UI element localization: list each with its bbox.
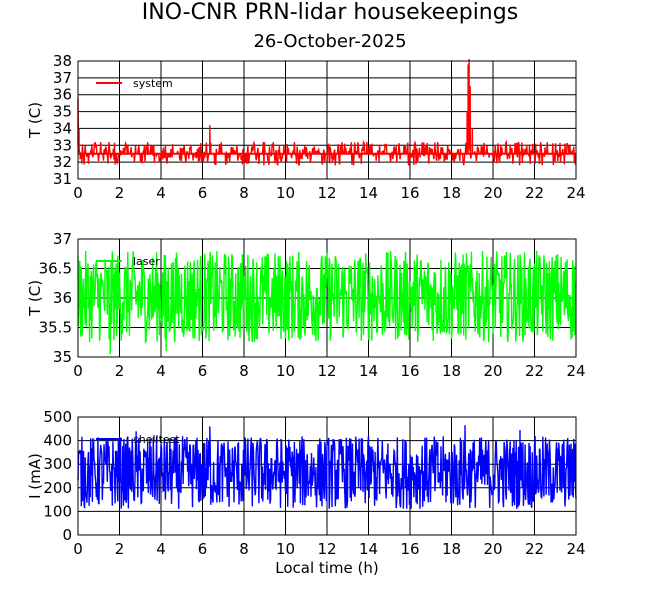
- y-tick-label: 38: [53, 52, 72, 70]
- x-tick-label: 0: [73, 184, 83, 202]
- x-tick-label: 20: [483, 184, 502, 202]
- x-tick-label: 12: [317, 184, 336, 202]
- legend-label-system: system: [133, 77, 173, 90]
- x-tick-label: 18: [442, 362, 461, 380]
- y-tick-label: 500: [43, 408, 72, 426]
- x-tick-label: 24: [566, 540, 585, 558]
- y-tick-label: 36: [53, 86, 72, 104]
- y-tick-label: 0: [62, 526, 72, 544]
- x-tick-label: 14: [359, 184, 378, 202]
- x-tick-label: 16: [400, 362, 419, 380]
- y-tick-label: 35: [53, 348, 72, 366]
- y-tick-label: 36: [53, 289, 72, 307]
- legend-label-shelltest: shelltest: [133, 433, 180, 446]
- legend-label-laser: laser: [133, 255, 160, 268]
- x-tick-label: 18: [442, 540, 461, 558]
- x-tick-label: 8: [239, 540, 249, 558]
- x-tick-label: 24: [566, 184, 585, 202]
- y-axis-label: T (C): [26, 102, 44, 139]
- x-tick-label: 22: [525, 362, 544, 380]
- x-tick-label: 24: [566, 362, 585, 380]
- x-tick-label: 0: [73, 540, 83, 558]
- y-axis-label: I (mA): [26, 453, 44, 499]
- x-tick-label: 12: [317, 362, 336, 380]
- y-tick-label: 36.5: [39, 260, 72, 278]
- x-tick-label: 6: [198, 362, 208, 380]
- y-axis-label: T (C): [26, 280, 44, 317]
- x-tick-label: 18: [442, 184, 461, 202]
- chart-subtitle: 26-October-2025: [253, 31, 407, 52]
- plot-frame: [77, 238, 577, 358]
- x-tick-label: 2: [115, 540, 125, 558]
- y-tick-label: 300: [43, 455, 72, 473]
- y-tick-label: 33: [53, 136, 72, 154]
- x-tick-label: 20: [483, 540, 502, 558]
- x-tick-label: 14: [359, 362, 378, 380]
- y-tick-label: 37: [53, 69, 72, 87]
- x-tick-label: 2: [115, 362, 125, 380]
- y-tick-label: 35.5: [39, 319, 72, 337]
- plot-frame: [77, 60, 577, 180]
- x-tick-label: 4: [156, 540, 166, 558]
- x-tick-label: 4: [156, 362, 166, 380]
- x-tick-label: 10: [276, 540, 295, 558]
- y-tick-label: 35: [53, 103, 72, 121]
- series-shelltest-line: [77, 425, 577, 509]
- plot-frame: [77, 416, 577, 536]
- x-tick-label: 2: [115, 184, 125, 202]
- x-tick-label: 14: [359, 540, 378, 558]
- x-tick-label: 8: [239, 362, 249, 380]
- y-tick-label: 400: [43, 432, 72, 450]
- x-tick-label: 20: [483, 362, 502, 380]
- x-tick-label: 22: [525, 184, 544, 202]
- y-tick-label: 31: [53, 170, 72, 188]
- x-tick-label: 10: [276, 184, 295, 202]
- y-tick-label: 100: [43, 502, 72, 520]
- x-tick-label: 8: [239, 184, 249, 202]
- y-tick-label: 200: [43, 479, 72, 497]
- y-tick-label: 37: [53, 230, 72, 248]
- x-tick-label: 16: [400, 184, 419, 202]
- x-tick-label: 6: [198, 540, 208, 558]
- x-tick-label: 12: [317, 540, 336, 558]
- x-tick-label: 22: [525, 540, 544, 558]
- x-tick-label: 6: [198, 184, 208, 202]
- x-tick-label: 16: [400, 540, 419, 558]
- y-tick-label: 32: [53, 153, 72, 171]
- x-tick-label: 4: [156, 184, 166, 202]
- x-tick-label: 0: [73, 362, 83, 380]
- series-laser-line: [77, 250, 577, 355]
- y-tick-label: 34: [53, 119, 72, 137]
- chart-title: INO-CNR PRN-lidar housekeepings: [141, 0, 519, 25]
- x-axis-label: Local time (h): [275, 559, 379, 577]
- x-tick-label: 10: [276, 362, 295, 380]
